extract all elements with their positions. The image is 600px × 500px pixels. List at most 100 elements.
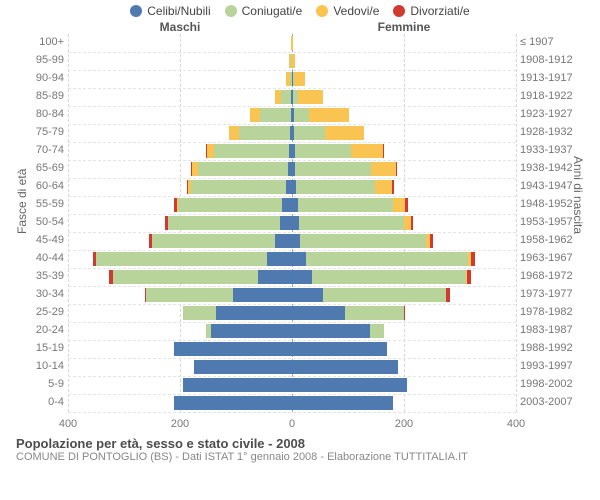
bar-female-married [323, 288, 446, 302]
bar-female-single [292, 270, 312, 284]
birth-year-label: ≤ 1907 [520, 34, 580, 52]
x-tick: 400 [507, 418, 525, 430]
bar-male-divorced [149, 234, 152, 248]
bar-male-single [267, 252, 292, 266]
bar-female-divorced [471, 252, 475, 266]
age-label: 65-69 [20, 160, 64, 178]
bar-female-married [300, 234, 426, 248]
age-row [68, 178, 516, 196]
age-label: 70-74 [20, 142, 64, 160]
legend: Celibi/NubiliConiugati/eVedovi/eDivorzia… [0, 0, 600, 18]
age-row [68, 106, 516, 124]
chart-container: Celibi/NubiliConiugati/eVedovi/eDivorzia… [0, 0, 600, 500]
bar-female-divorced [404, 306, 405, 320]
age-label: 55-59 [20, 196, 64, 214]
chart-footer: Popolazione per età, sesso e stato civil… [0, 434, 600, 463]
birth-year-label: 1908-1912 [520, 52, 580, 70]
bar-male-single [174, 342, 292, 356]
age-row [68, 34, 516, 52]
bar-female-widowed [351, 144, 383, 158]
bar-male-single [258, 270, 292, 284]
bar-female-single [292, 324, 370, 338]
bar-female-widowed [404, 216, 411, 230]
legend-swatch [316, 5, 328, 17]
bar-male-single [216, 306, 292, 320]
bar-female-widowed [325, 126, 364, 140]
bar-male-widowed [192, 162, 198, 176]
bar-male-divorced [165, 216, 168, 230]
age-row [68, 322, 516, 340]
legend-label: Celibi/Nubili [147, 4, 210, 18]
birth-year-label: 1918-1922 [520, 88, 580, 106]
bar-male-married [96, 252, 267, 266]
age-label: 40-44 [20, 250, 64, 268]
bar-male-married [214, 144, 290, 158]
bar-female-divorced [392, 180, 394, 194]
bar-male-single [194, 360, 292, 374]
legend-item: Divorziati/e [393, 4, 469, 18]
bar-female-single [292, 216, 299, 230]
age-label: 25-29 [20, 304, 64, 322]
bar-female-widowed [309, 108, 348, 122]
bar-female-divorced [446, 288, 450, 302]
bar-male-widowed [286, 72, 289, 86]
age-row [68, 376, 516, 394]
age-row [68, 70, 516, 88]
bar-male-divorced [109, 270, 112, 284]
age-row [68, 304, 516, 322]
bar-male-married [183, 306, 217, 320]
bar-male-single [174, 396, 292, 410]
bar-female-single [292, 378, 407, 392]
bar-female-divorced [405, 198, 408, 212]
legend-label: Divorziati/e [410, 4, 469, 18]
bar-male-widowed [229, 126, 239, 140]
bar-male-divorced [187, 180, 189, 194]
bar-male-married [206, 324, 210, 338]
age-row [68, 268, 516, 286]
bar-female-widowed [292, 54, 295, 68]
bar-female-widowed [371, 162, 396, 176]
bar-male-married [239, 126, 289, 140]
bar-female-married [306, 252, 468, 266]
x-tick: 0 [289, 418, 295, 430]
bar-female-married [298, 198, 393, 212]
bar-male-divorced [206, 144, 207, 158]
birth-year-label: 1978-1982 [520, 304, 580, 322]
legend-label: Vedovi/e [333, 4, 379, 18]
legend-item: Celibi/Nubili [130, 4, 210, 18]
bar-female-married [345, 306, 404, 320]
bar-female-divorced [467, 270, 471, 284]
bar-female-married [370, 324, 384, 338]
birth-year-label: 1928-1932 [520, 124, 580, 142]
birth-year-label: 1998-2002 [520, 376, 580, 394]
birth-year-label: 1948-1952 [520, 196, 580, 214]
bar-male-single [280, 216, 292, 230]
bar-female-divorced [411, 216, 413, 230]
age-label: 10-14 [20, 358, 64, 376]
birth-year-label: 1923-1927 [520, 106, 580, 124]
header-female: Femmine [292, 20, 516, 34]
age-label: 45-49 [20, 232, 64, 250]
bar-female-married [294, 108, 310, 122]
age-label: 20-24 [20, 322, 64, 340]
bar-female-single [292, 342, 387, 356]
birth-year-label: 1988-1992 [520, 340, 580, 358]
age-label: 15-19 [20, 340, 64, 358]
bar-female-widowed [393, 198, 405, 212]
age-row [68, 124, 516, 142]
bar-male-married [113, 270, 259, 284]
bar-female-single [292, 252, 306, 266]
birth-year-label: 1913-1917 [520, 70, 580, 88]
age-label: 35-39 [20, 268, 64, 286]
age-label: 5-9 [20, 376, 64, 394]
age-row [68, 358, 516, 376]
age-row [68, 88, 516, 106]
gridline-h [68, 412, 516, 413]
bar-female-single [292, 306, 345, 320]
age-row [68, 232, 516, 250]
bar-male-widowed [250, 108, 260, 122]
age-label: 75-79 [20, 124, 64, 142]
x-tick: 200 [171, 418, 189, 430]
bar-male-widowed [188, 180, 191, 194]
bar-female-widowed [294, 72, 305, 86]
